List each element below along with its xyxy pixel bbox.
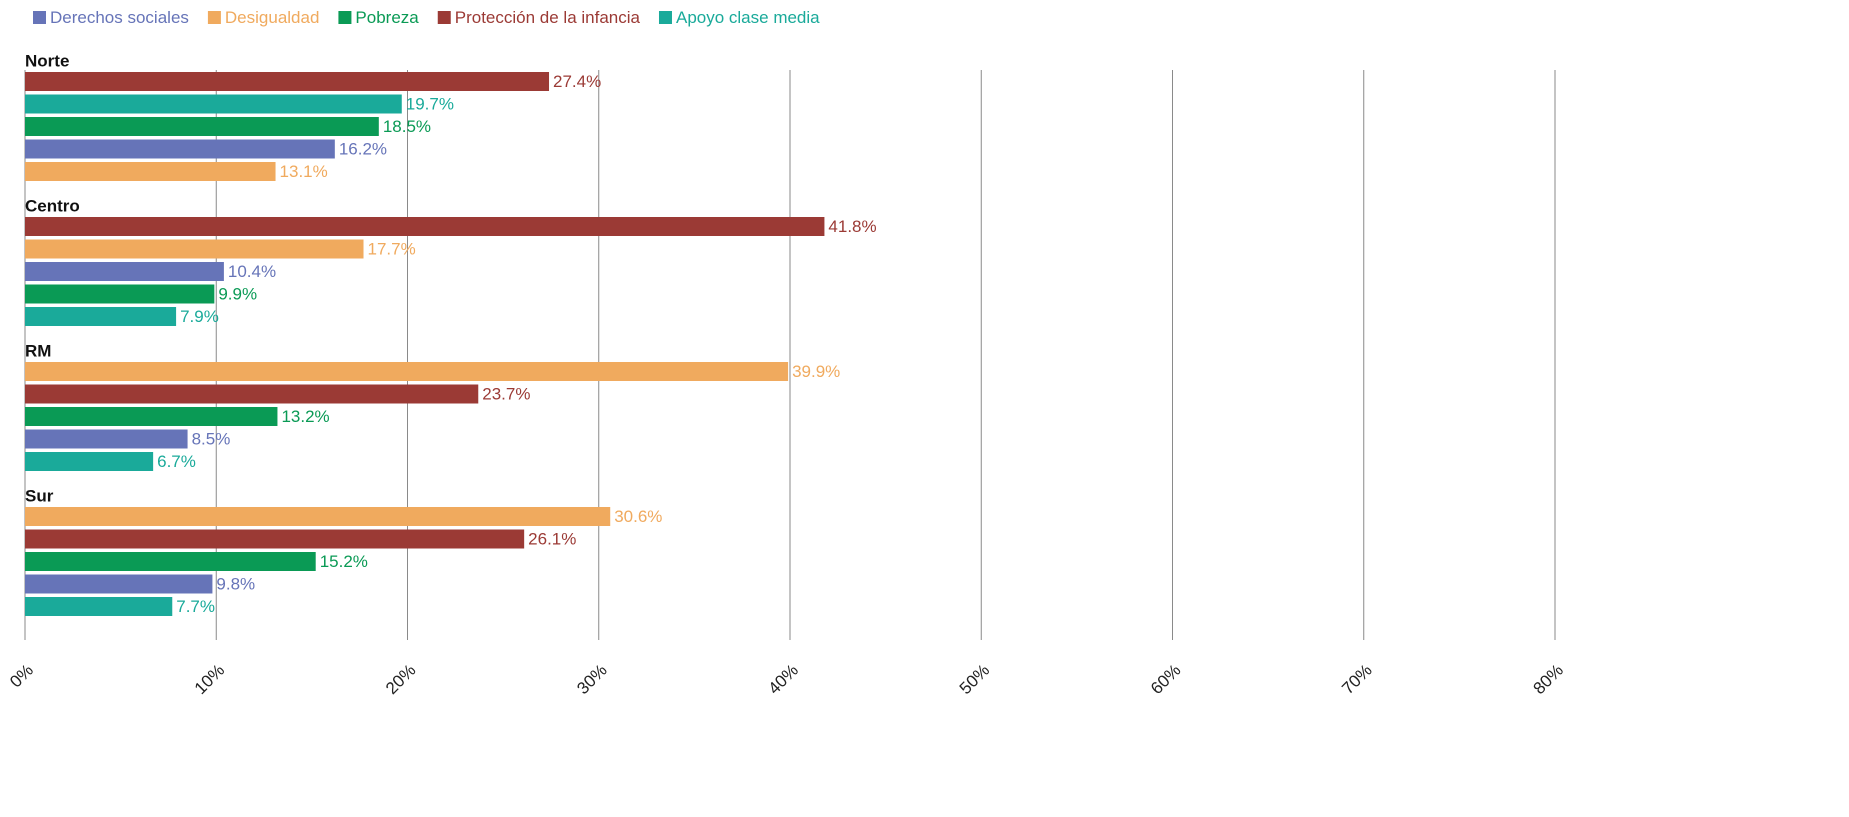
bar <box>25 552 316 571</box>
bar <box>25 94 402 114</box>
value-label: 19.7% <box>406 94 454 113</box>
category-label: RM <box>25 341 51 360</box>
bar <box>25 72 550 91</box>
value-label: 26.1% <box>528 529 576 548</box>
x-tick-label: 60% <box>1147 661 1184 698</box>
bar <box>25 574 213 594</box>
bar <box>25 384 479 404</box>
category-label: Sur <box>25 486 54 505</box>
bar <box>25 262 224 281</box>
x-tick-label: 20% <box>382 661 419 698</box>
bar <box>25 307 177 326</box>
value-label: 13.2% <box>281 407 329 426</box>
value-label: 15.2% <box>320 552 368 571</box>
bar <box>25 429 188 449</box>
x-tick-label: 80% <box>1530 661 1567 698</box>
bar <box>25 117 379 136</box>
value-label: 27.4% <box>553 72 601 91</box>
value-label: 30.6% <box>614 507 662 526</box>
legend-swatch <box>338 11 352 24</box>
value-label: 39.9% <box>792 362 840 381</box>
legend-label: Desigualdad <box>225 8 320 27</box>
bar <box>25 162 276 181</box>
legend-label: Pobreza <box>355 8 419 27</box>
x-tick-label: 30% <box>573 661 610 698</box>
value-label: 7.9% <box>180 307 219 326</box>
bar <box>25 284 215 304</box>
value-label: 23.7% <box>482 384 530 403</box>
value-label: 13.1% <box>280 162 328 181</box>
bar <box>25 362 789 381</box>
value-label: 10.4% <box>228 262 276 281</box>
category-label: Centro <box>25 196 80 215</box>
value-label: 8.5% <box>192 429 231 448</box>
value-label: 6.7% <box>157 452 196 471</box>
x-tick-label: 50% <box>956 661 993 698</box>
bar <box>25 217 825 236</box>
x-tick-label: 70% <box>1338 661 1375 698</box>
bar <box>25 407 278 426</box>
bar <box>25 139 335 159</box>
category-label: Norte <box>25 51 69 70</box>
value-label: 9.9% <box>218 284 257 303</box>
x-tick-label: 10% <box>191 661 228 698</box>
value-label: 9.8% <box>216 574 255 593</box>
legend-swatch <box>33 11 46 24</box>
legend-label: Apoyo clase media <box>676 8 820 27</box>
x-tick-label: 0% <box>6 661 37 692</box>
legend-swatch <box>207 11 221 24</box>
value-label: 16.2% <box>339 139 387 158</box>
legend-swatch <box>437 11 451 24</box>
value-label: 41.8% <box>828 217 876 236</box>
value-label: 7.7% <box>176 597 215 616</box>
legend-label: Derechos sociales <box>50 8 189 27</box>
bar <box>25 452 154 471</box>
bar <box>25 529 525 549</box>
legend-label: Protección de la infancia <box>455 8 641 27</box>
bar <box>25 239 364 259</box>
value-label: 18.5% <box>383 117 431 136</box>
x-tick-label: 40% <box>765 661 802 698</box>
legend-swatch <box>658 11 672 24</box>
bar <box>25 597 173 616</box>
value-label: 17.7% <box>368 239 416 258</box>
bar <box>25 507 611 526</box>
